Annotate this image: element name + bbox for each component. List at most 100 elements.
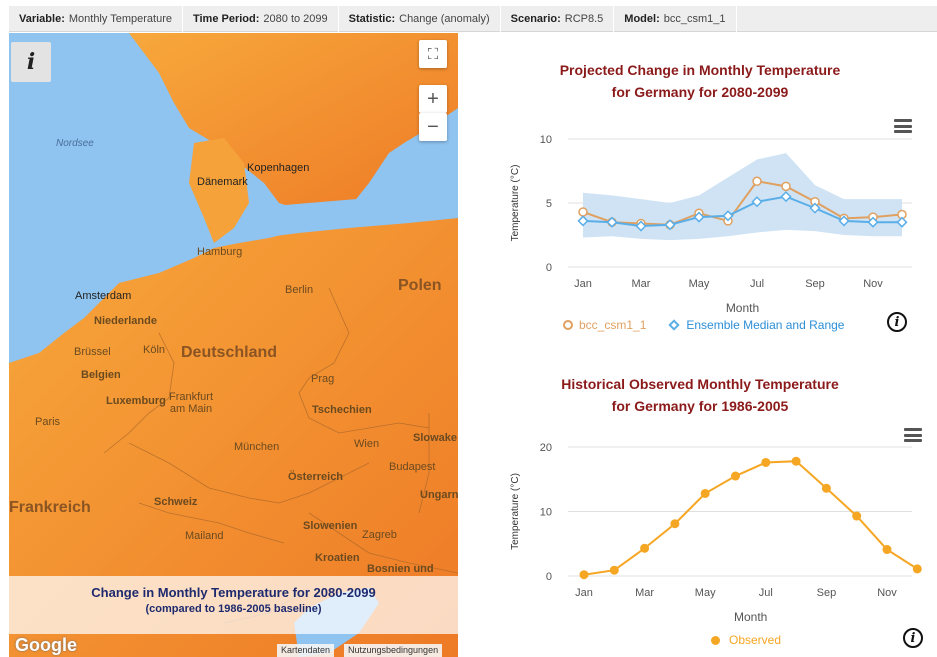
legend-observed-label[interactable]: Observed bbox=[729, 633, 782, 647]
data-point-dot bbox=[579, 570, 589, 580]
map-data-link[interactable]: Kartendaten bbox=[277, 644, 335, 657]
chart1-plot: 10 5 0 Temperature (°C) Jan Mar May Jul Sep Nov Mo… bbox=[510, 134, 912, 315]
label-osterreich: Österreich bbox=[288, 471, 344, 483]
map-legend-subtitle: (compared to 1986-2005 baseline) bbox=[145, 603, 322, 615]
scenario-setting[interactable]: Scenario: RCP8.5 bbox=[501, 5, 615, 32]
x-tick-label: Nov bbox=[863, 278, 883, 290]
data-point-circle bbox=[752, 176, 762, 186]
y-tick-label: 10 bbox=[540, 507, 552, 519]
statistic-setting[interactable]: Statistic: Change (anomaly) bbox=[339, 5, 501, 32]
y-tick-label: 20 bbox=[540, 442, 552, 454]
label-slowakei: Slowake bbox=[413, 432, 458, 444]
chart1-title-line2: for Germany for 2080-2099 bbox=[611, 84, 789, 100]
legend-model-label[interactable]: bcc_csm1_1 bbox=[579, 318, 647, 332]
data-point-dot bbox=[852, 511, 862, 521]
chart1-title-line1: Projected Change in Monthly Temperature bbox=[559, 62, 841, 78]
data-point-dot bbox=[761, 457, 771, 467]
baltic-sea-shape bbox=[249, 173, 458, 238]
x-tick-label: Jul bbox=[759, 587, 773, 599]
legend-circle-icon bbox=[563, 320, 573, 330]
model-value: bcc_csm1_1 bbox=[663, 12, 726, 25]
label-frankfurt: Frankfurt am Main bbox=[169, 391, 214, 415]
map-legend-title: Change in Monthly Temperature for 2080-2… bbox=[91, 585, 376, 600]
data-point-dot bbox=[821, 483, 831, 493]
x-tick-label: May bbox=[695, 587, 716, 599]
chart1-info-icon[interactable]: i bbox=[887, 312, 907, 332]
zoom-out-button[interactable]: − bbox=[419, 113, 447, 141]
y-tick-label: 0 bbox=[546, 262, 552, 274]
data-point-dot bbox=[670, 519, 680, 529]
x-axis-label: Month bbox=[726, 301, 759, 315]
chart2-info-icon[interactable]: i bbox=[903, 628, 923, 648]
statistic-value: Change (anomaly) bbox=[399, 12, 490, 25]
data-point-dot bbox=[731, 471, 740, 481]
chart1-title: Projected Change in Monthly Temperature … bbox=[500, 59, 900, 103]
chart2-title-line1: Historical Observed Monthly Temperature bbox=[561, 376, 839, 392]
label-danemark: Dänemark bbox=[197, 176, 248, 188]
legend-observed-dot bbox=[711, 635, 720, 645]
label-munchen: München bbox=[234, 441, 280, 453]
data-point-diamond bbox=[838, 215, 850, 227]
time-period-value: 2080 to 2099 bbox=[263, 12, 328, 25]
x-tick-label: Sep bbox=[805, 278, 825, 290]
label-hamburg: Hamburg bbox=[197, 246, 243, 258]
terms-link[interactable]: Nutzungsbedingungen bbox=[344, 644, 443, 657]
x-tick-label: Jan bbox=[574, 278, 592, 290]
label-zagreb: Zagreb bbox=[362, 529, 397, 541]
label-schweiz: Schweiz bbox=[154, 496, 198, 508]
scenario-value: RCP8.5 bbox=[564, 12, 604, 25]
map-info-button[interactable]: i bbox=[11, 42, 51, 82]
label-ungarn: Ungarn bbox=[420, 489, 458, 501]
statistic-key: Statistic: bbox=[348, 12, 396, 25]
scenario-key: Scenario: bbox=[510, 12, 561, 25]
label-berlin: Berlin bbox=[285, 284, 314, 296]
label-wien: Wien bbox=[354, 438, 380, 450]
label-frankreich: Frankreich bbox=[9, 499, 91, 516]
data-point-dot bbox=[791, 456, 801, 466]
y-tick-label: 0 bbox=[546, 571, 552, 583]
legend-ensemble-label[interactable]: Ensemble Median and Range bbox=[686, 318, 845, 332]
data-point-diamond bbox=[809, 202, 821, 214]
data-point-diamond bbox=[577, 215, 589, 227]
model-key: Model: bbox=[624, 12, 660, 25]
x-tick-label: Nov bbox=[877, 587, 897, 599]
chart2-title-line2: for Germany for 1986-2005 bbox=[611, 398, 789, 414]
data-point-diamond bbox=[693, 211, 705, 223]
series-line-0 bbox=[582, 180, 903, 226]
chart1-menu-icon[interactable] bbox=[894, 119, 912, 133]
x-tick-label: Mar bbox=[632, 278, 651, 290]
data-point-diamond bbox=[780, 191, 792, 203]
fullscreen-icon[interactable]: ⛶ bbox=[419, 40, 447, 68]
y-axis-label: Temperature (°C) bbox=[510, 165, 521, 242]
x-tick-label: Sep bbox=[817, 587, 837, 599]
map-panel[interactable]: i ⛶ + − Nordsee Kopenhagen Dänemark Hamb… bbox=[9, 33, 458, 657]
label-belgien: Belgien bbox=[81, 369, 121, 381]
variable-setting[interactable]: Variable: Monthly Temperature bbox=[9, 5, 183, 32]
variable-key: Variable: bbox=[19, 12, 65, 25]
x-axis-label: Month bbox=[734, 610, 767, 624]
data-point-diamond bbox=[635, 220, 647, 232]
zoom-in-button[interactable]: + bbox=[419, 85, 447, 113]
scandinavia-shape bbox=[129, 33, 458, 213]
data-point-circle bbox=[578, 207, 588, 217]
x-tick-label: Jan bbox=[575, 587, 593, 599]
data-point-dot bbox=[882, 545, 892, 555]
x-tick-label: Jul bbox=[750, 278, 764, 290]
map-legend: Change in Monthly Temperature for 2080-2… bbox=[9, 576, 458, 634]
chart2-title: Historical Observed Monthly Temperature … bbox=[500, 373, 900, 417]
data-point-dot bbox=[640, 543, 650, 553]
label-slowenien: Slowenien bbox=[303, 520, 358, 532]
data-point-circle bbox=[781, 181, 791, 192]
denmark-shape bbox=[189, 138, 249, 243]
data-point-dot bbox=[912, 564, 922, 574]
data-point-diamond bbox=[664, 219, 676, 231]
series-line-0 bbox=[583, 460, 918, 576]
y-tick-label: 10 bbox=[540, 134, 552, 146]
chart2-menu-icon[interactable] bbox=[904, 428, 922, 442]
model-setting[interactable]: Model: bcc_csm1_1 bbox=[614, 5, 737, 32]
data-point-diamond bbox=[606, 216, 618, 228]
data-point-diamond bbox=[751, 196, 763, 208]
label-luxemburg: Luxemburg bbox=[106, 395, 166, 407]
time-period-key: Time Period: bbox=[192, 12, 260, 25]
time-period-setting[interactable]: Time Period: 2080 to 2099 bbox=[183, 5, 339, 32]
